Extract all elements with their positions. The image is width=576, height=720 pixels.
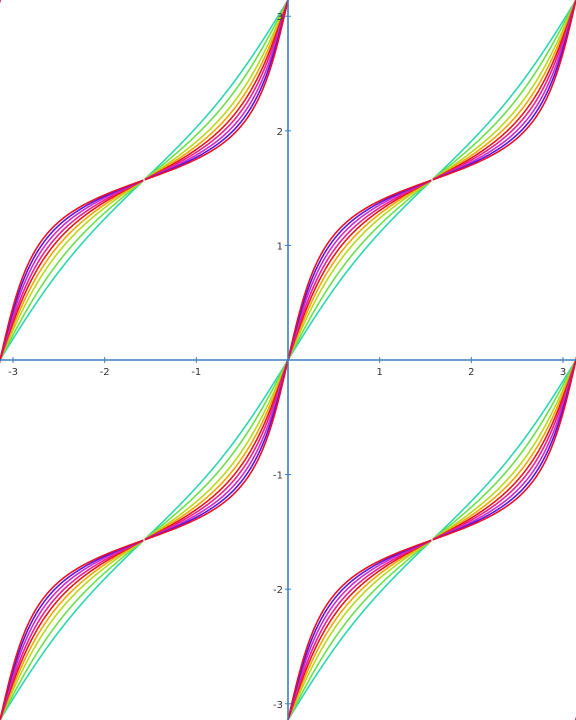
series-6-curve [287, 539, 432, 720]
series-8-curve [287, 539, 432, 720]
series-4-curve [0, 179, 144, 363]
series-7-curve [0, 0, 1, 4]
series-5-curve [575, 717, 576, 720]
series-7-curve [432, 0, 576, 181]
series-3-curve [287, 539, 432, 720]
y-tick-label: -1 [273, 471, 283, 482]
series-7-curve [0, 179, 144, 364]
series-4-curve [287, 539, 432, 720]
series-0-curve [432, 0, 576, 180]
series-5-curve [287, 539, 432, 720]
x-tick-label: 3 [560, 367, 566, 378]
series-6-curve [0, 0, 1, 4]
series-3-curve [432, 357, 576, 541]
series-6-curve [0, 539, 144, 720]
series-3-curve [0, 179, 144, 363]
series-5-curve [144, 0, 289, 181]
series-1-curve [0, 0, 1, 2]
series-5-curve [0, 179, 144, 363]
y-tick-label: 3 [277, 12, 283, 23]
series-1-curve [287, 540, 432, 720]
series-2-curve [575, 717, 576, 720]
series-7-curve [287, 539, 432, 720]
series-4-curve [575, 717, 576, 720]
series-4-curve [432, 357, 576, 541]
series-6-curve [144, 0, 289, 181]
y-tick-label: 2 [277, 127, 283, 138]
series-2-curve [432, 357, 576, 540]
x-tick-label: -1 [191, 367, 201, 378]
series-2-curve [287, 540, 432, 720]
series-6-curve [432, 356, 576, 541]
series-3-curve [144, 0, 289, 181]
series-1-curve [0, 540, 144, 720]
series-0-curve [144, 0, 289, 180]
series-1-curve [144, 0, 289, 180]
series-6-curve [575, 716, 576, 720]
series-8-curve [432, 356, 576, 541]
series-0-curve [432, 358, 576, 540]
series-0-curve [287, 540, 432, 720]
series-8-curve [144, 0, 289, 181]
series-4-curve [0, 539, 144, 720]
series-5-curve [432, 0, 576, 181]
x-tick-label: 2 [468, 367, 474, 378]
series-7-curve [0, 539, 144, 720]
series-3-curve [575, 717, 576, 720]
y-tick-label: -2 [273, 585, 283, 596]
series-7-curve [144, 0, 289, 181]
series-5-curve [0, 0, 1, 3]
series-8-curve [0, 539, 144, 720]
series-6-curve [0, 179, 144, 364]
series-4-curve [144, 0, 289, 181]
y-tick-label: -3 [273, 700, 283, 711]
series-5-curve [432, 357, 576, 541]
series-7-curve [575, 716, 576, 720]
series-3-curve [0, 539, 144, 720]
series-8-curve [432, 0, 576, 181]
series-3-curve [0, 0, 1, 3]
series-3-curve [432, 0, 576, 181]
series-1-curve [0, 180, 144, 362]
series-1-curve [575, 718, 576, 720]
chart-ticks: -3 -2 -1 1 2 3 3 2 1 -1 -2 -3 [8, 12, 566, 711]
series-4-curve [0, 0, 1, 3]
series-8-curve [575, 716, 576, 720]
series-4-curve [432, 0, 576, 181]
series-6-curve [432, 0, 576, 181]
series-0-curve [0, 0, 1, 2]
series-2-curve [0, 0, 1, 3]
series-8-curve [0, 0, 1, 4]
series-2-curve [144, 0, 289, 180]
series-2-curve [432, 0, 576, 180]
series-0-curve [0, 180, 144, 362]
series-2-curve [0, 540, 144, 720]
y-tick-label: 1 [277, 241, 283, 252]
series-5-curve [0, 539, 144, 720]
x-tick-label: 1 [376, 367, 382, 378]
series-1-curve [432, 0, 576, 180]
series-1-curve [432, 358, 576, 540]
series-0-curve [575, 718, 576, 720]
x-tick-label: -2 [100, 367, 110, 378]
series-8-curve [0, 179, 144, 364]
series-7-curve [432, 356, 576, 541]
series-2-curve [0, 180, 144, 363]
x-tick-label: -3 [8, 367, 18, 378]
series-0-curve [0, 540, 144, 720]
